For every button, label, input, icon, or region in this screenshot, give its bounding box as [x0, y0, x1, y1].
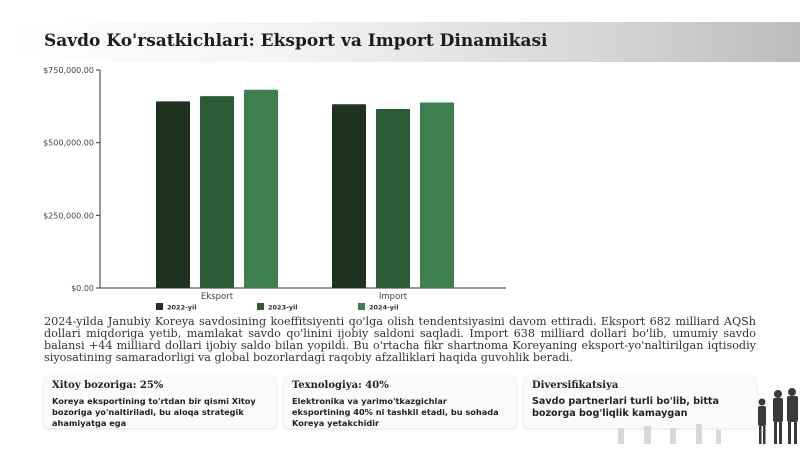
- legend-label: 2022-yil: [167, 304, 196, 312]
- y-tick-label: $0.00: [71, 284, 94, 293]
- card-title: Xitoy bozoriga: 25%: [52, 380, 164, 391]
- x-tick-label: Import: [379, 292, 408, 302]
- card-text: Elektronika va yarimo'tkazgichlar ekspor…: [292, 396, 499, 428]
- card-diversification: Diversifikatsiya Savdo partnerlari turli…: [524, 374, 756, 428]
- bar-import-2024-yil: [420, 102, 454, 288]
- bar-eksport-2024-yil: [244, 89, 278, 288]
- legend-label: 2023-yil: [268, 304, 297, 312]
- card-text: Savdo partnerlari turli bo'lib, bitta bo…: [532, 396, 719, 419]
- legend-swatch: [358, 303, 365, 310]
- bar-chart: $0.00 $250,000.00 $500,000.00 $750,000.00 Ek…: [43, 66, 506, 312]
- y-tick-label: $750,000.00: [43, 66, 94, 75]
- legend-label: 2024-yil: [369, 304, 398, 312]
- card-china-market: Xitoy bozoriga: 25% Koreya eksportining …: [44, 374, 276, 428]
- page-title: Savdo Ko'rsatkichlari: Eksport va Import…: [44, 31, 548, 51]
- card-technology: Texnologiya: 40% Elektronika va yarimo't…: [284, 374, 516, 428]
- x-tick-label: Eksport: [201, 292, 234, 302]
- bar-eksport-2022-yil: [156, 101, 190, 288]
- card-title: Texnologiya: 40%: [292, 380, 389, 391]
- card-title: Diversifikatsiya: [532, 380, 619, 391]
- bar-import-2022-yil: [332, 104, 366, 288]
- legend-swatch: [257, 303, 264, 310]
- legend-swatch: [156, 303, 163, 310]
- header-band: [0, 22, 800, 62]
- y-tick-label: $500,000.00: [43, 139, 94, 148]
- bar-eksport-2023-yil: [200, 96, 234, 288]
- business-people-illustration: [618, 388, 798, 444]
- bar-import-2023-yil: [376, 108, 410, 288]
- y-tick-label: $250,000.00: [43, 211, 94, 220]
- summary-paragraph: 2024-yilda Janubiy Koreya savdosining ko…: [44, 315, 756, 364]
- card-text: Koreya eksportining to'rtdan bir qismi X…: [52, 396, 256, 428]
